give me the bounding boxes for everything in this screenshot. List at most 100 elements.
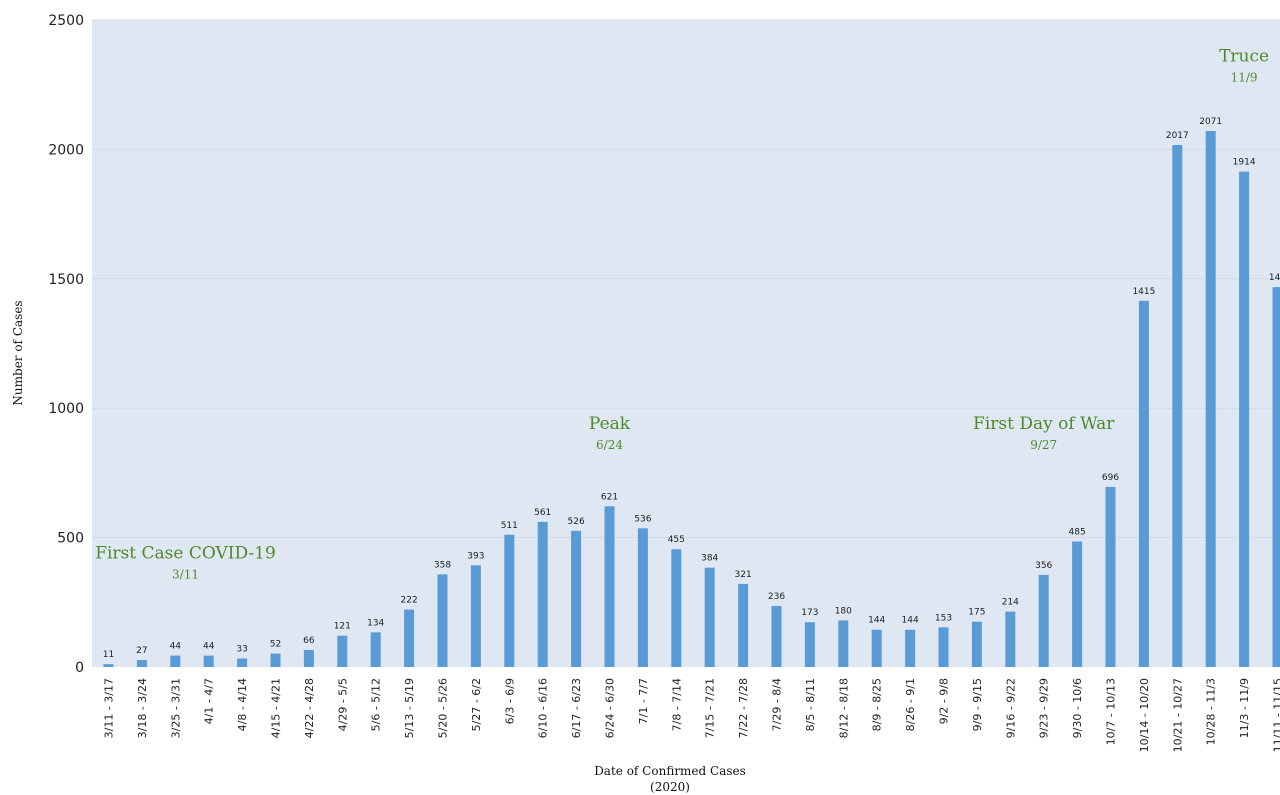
y-tick-label: 500 [57,531,84,547]
y-tick-label: 0 [75,660,84,676]
bar [1138,300,1149,667]
data-label: 144 [868,616,885,626]
x-tick-label: 10/7 - 10/13 [1105,678,1118,745]
data-labels: 11 27 44 44 33 52 66 121 134 222 358 393 511 561 526 62… [103,117,1280,660]
x-tick-label: 5/20 - 5/26 [437,678,450,738]
x-axis-subtitle: (2020) [650,780,690,794]
bar [637,528,648,667]
annotation-title: Peak [589,414,631,434]
x-tick-label: 10/28 - 11/3 [1205,678,1218,745]
data-label: 384 [701,554,718,564]
x-tick-label: 6/10 - 6/16 [537,678,550,738]
annotation-date: 3/11 [172,567,199,581]
bar [136,660,147,667]
bar [1072,541,1083,667]
annotation-date: 6/24 [596,438,623,452]
x-tick-label: 5/13 - 5/19 [403,678,416,738]
x-tick-label: 11/11 - 11/15 [1272,678,1280,752]
data-label: 455 [668,535,685,545]
x-axis-title: Date of Confirmed Cases [594,764,746,778]
x-tick-label: 7/8 - 7/14 [670,678,683,731]
annotation-title: First Case COVID-19 [95,543,276,563]
x-tick-label: 5/6 - 5/12 [370,678,383,731]
bar [303,649,314,667]
data-label: 175 [968,608,985,618]
annotation-date: 9/27 [1030,438,1057,452]
bar [771,605,782,667]
data-label: 52 [270,640,281,650]
data-label: 153 [935,613,952,623]
data-label: 27 [136,646,147,656]
x-tick-label: 8/9 - 8/25 [871,678,884,731]
data-label: 236 [768,592,785,602]
x-axis-ticks: 3/11 - 3/17 3/18 - 3/24 3/25 - 3/31 4/1 - 4… [103,678,1280,752]
bar [1005,611,1016,667]
bar [905,629,916,667]
data-label: 358 [434,560,451,570]
x-tick-label: 7/1 - 7/7 [637,678,650,724]
bar [1205,131,1216,667]
data-label: 11 [103,650,114,660]
bar [1239,171,1250,667]
x-tick-label: 6/24 - 6/30 [604,678,617,738]
annotation-title: First Day of War [973,414,1115,434]
bar [871,629,882,667]
bar [203,655,214,667]
annotations: First Case COVID-19 3/11 Peak 6/24 First Day… [95,46,1269,581]
x-tick-label: 5/27 - 6/2 [470,678,483,731]
x-tick-label: 6/17 - 6/23 [570,678,583,738]
data-label: 33 [236,644,247,654]
y-tick-label: 1500 [48,272,84,288]
data-label: 2071 [1199,117,1222,127]
data-label: 536 [634,514,651,524]
x-tick-label: 6/3 - 6/9 [503,678,516,724]
bar [738,583,749,667]
data-label: 356 [1035,561,1052,571]
x-tick-label: 8/5 - 8/11 [804,678,817,731]
bar [537,521,548,667]
data-label: 173 [801,608,818,618]
x-tick-label: 4/8 - 4/14 [236,678,249,731]
data-label: 134 [367,618,384,628]
data-label: 485 [1069,527,1086,537]
data-label: 696 [1102,473,1119,483]
annotation-date: 11/9 [1231,70,1258,84]
bar [170,655,181,667]
y-tick-label: 2000 [48,142,84,158]
plot-area [92,20,1280,667]
bar [337,635,348,667]
bar [1272,287,1280,667]
bar [671,549,682,667]
data-label: 2017 [1166,131,1189,141]
data-label: 511 [501,521,518,531]
x-tick-label: 4/15 - 4/21 [270,678,283,738]
bar [437,574,448,667]
bar [470,565,481,667]
data-label: 121 [334,622,351,632]
bar [1105,486,1116,667]
data-label: 144 [902,616,919,626]
y-axis-ticks: 0 500 1000 1500 2000 2500 [48,13,84,676]
x-tick-label: 7/22 - 7/28 [737,678,750,738]
x-tick-label: 4/22 - 4/28 [303,678,316,738]
x-tick-label: 7/15 - 7/21 [704,678,717,738]
bar [1172,145,1183,668]
x-tick-label: 9/23 - 9/29 [1038,678,1051,738]
data-label: 214 [1002,598,1019,608]
y-axis-title: Number of Cases [11,300,25,405]
x-tick-label: 11/3 - 11/9 [1238,678,1251,738]
x-tick-label: 10/14 - 10/20 [1138,678,1151,752]
x-tick-label: 3/18 - 3/24 [136,678,149,738]
bar [838,620,849,667]
annotation-title: Truce [1219,46,1269,66]
bar [704,567,715,667]
data-label: 146 [1269,273,1280,283]
data-label: 66 [303,636,315,646]
x-tick-label: 9/16 - 9/22 [1004,678,1017,738]
bars [103,131,1280,668]
x-tick-label: 9/2 - 9/8 [938,678,951,724]
bar [938,627,949,667]
data-label: 180 [835,606,852,616]
y-tick-label: 2500 [48,13,84,29]
